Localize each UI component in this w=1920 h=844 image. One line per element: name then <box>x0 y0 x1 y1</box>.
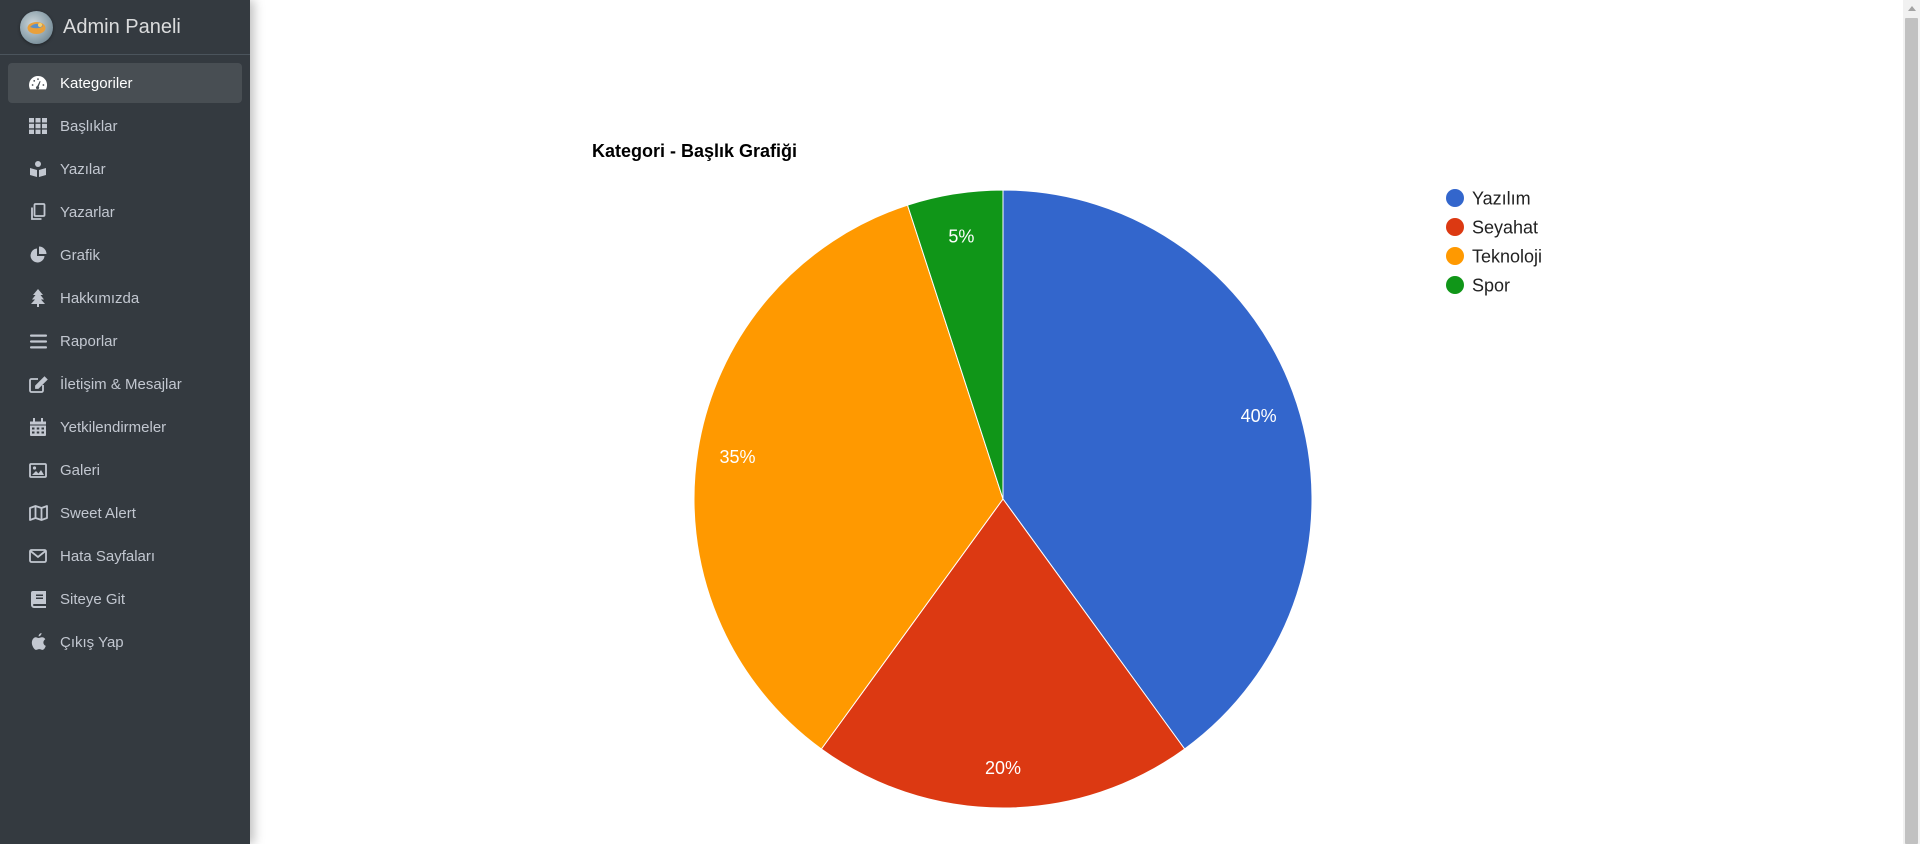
sidebar-item-hakkimizda[interactable]: Hakkımızda <box>8 278 242 318</box>
pie-slice-1[interactable] <box>820 498 1186 809</box>
dashboard-icon <box>28 74 48 92</box>
chart-legend[interactable]: Yazılım Seyahat Teknoloji Spor <box>1446 189 1542 296</box>
brand-link[interactable]: Admin Paneli <box>0 0 250 55</box>
sidebar-item-label: Grafik <box>60 246 101 264</box>
sidebar-item-yetkilendirmeler[interactable]: Yetkilendirmeler <box>8 407 242 447</box>
legend-swatch-1 <box>1446 218 1464 236</box>
sidebar-item-cikis-yap[interactable]: Çıkış Yap <box>8 622 242 662</box>
sidebar-item-label: Başlıklar <box>60 117 118 135</box>
legend-label-3: Spor <box>1472 276 1510 296</box>
pie-slice-0[interactable] <box>1002 189 1313 750</box>
sidebar-item-label: Galeri <box>60 461 101 479</box>
sidebar-item-yazilar[interactable]: Yazılar <box>8 149 242 189</box>
pie-slice-label-1: 20% <box>985 758 1021 778</box>
image-icon <box>28 461 48 479</box>
pie-slice-label-3: 5% <box>948 227 974 247</box>
sidebar-item-sweet-alert[interactable]: Sweet Alert <box>8 493 242 533</box>
brand-logo <box>20 10 53 44</box>
scroll-up-arrow-icon[interactable] <box>1903 0 1920 17</box>
pie-chart: Kategori - Başlık Grafiği 40% 20% 35% 5% Ya… <box>592 141 1542 809</box>
pie-slice-3[interactable] <box>906 189 1004 500</box>
legend-swatch-3 <box>1446 276 1464 294</box>
legend-item-2[interactable]: Teknoloji <box>1446 247 1542 267</box>
vertical-scrollbar[interactable] <box>1903 0 1920 844</box>
pie-slice-label-2: 35% <box>719 447 755 467</box>
sidebar-item-basliklar[interactable]: Başlıklar <box>8 106 242 146</box>
sidebar-item-label: Sweet Alert <box>60 504 136 522</box>
sidebar-nav: Kategoriler Başlıklar Yazılar Yazarlar G… <box>0 55 250 662</box>
legend-item-3[interactable]: Spor <box>1446 276 1510 296</box>
sidebar-item-iletisim[interactable]: İletişim & Mesajlar <box>8 364 242 404</box>
sidebar-item-label: İletişim & Mesajlar <box>60 375 182 393</box>
tree-icon <box>28 289 48 307</box>
legend-item-0[interactable]: Yazılım <box>1446 189 1531 209</box>
pie-labels: 40% 20% 35% 5% <box>719 227 1276 778</box>
sidebar: Admin Paneli Kategoriler Başlıklar Yazıl… <box>0 0 250 844</box>
calendar-icon <box>28 418 48 436</box>
pie-slices <box>693 189 1313 809</box>
grid-icon <box>28 117 48 135</box>
pie-slice-label-0: 40% <box>1241 406 1277 426</box>
pie-chart-icon <box>28 246 48 264</box>
sidebar-item-label: Raporlar <box>60 332 118 350</box>
legend-swatch-2 <box>1446 247 1464 265</box>
scrollbar-thumb[interactable] <box>1905 18 1918 844</box>
envelope-icon <box>28 547 48 565</box>
sidebar-item-yazarlar[interactable]: Yazarlar <box>8 192 242 232</box>
apple-icon <box>28 633 48 651</box>
legend-item-1[interactable]: Seyahat <box>1446 218 1538 238</box>
sidebar-item-label: Hata Sayfaları <box>60 547 156 565</box>
brand-title: Admin Paneli <box>63 15 181 38</box>
legend-swatch-0 <box>1446 189 1464 207</box>
bars-icon <box>28 332 48 350</box>
sidebar-item-grafik[interactable]: Grafik <box>8 235 242 275</box>
sidebar-item-label: Hakkımızda <box>60 289 140 307</box>
book-reader-icon <box>28 160 48 178</box>
sidebar-item-hata-sayfalari[interactable]: Hata Sayfaları <box>8 536 242 576</box>
legend-label-1: Seyahat <box>1472 218 1538 238</box>
sidebar-item-kategoriler[interactable]: Kategoriler <box>8 63 242 103</box>
sidebar-item-label: Yazılar <box>60 160 106 178</box>
sidebar-item-label: Siteye Git <box>60 590 126 608</box>
pie-slice-2[interactable] <box>693 204 1004 750</box>
legend-label-2: Teknoloji <box>1472 247 1542 267</box>
book-icon <box>28 590 48 608</box>
sidebar-item-siteye-git[interactable]: Siteye Git <box>8 579 242 619</box>
sidebar-item-galeri[interactable]: Galeri <box>8 450 242 490</box>
sidebar-item-label: Kategoriler <box>60 74 133 92</box>
chart-title: Kategori - Başlık Grafiği <box>592 141 797 161</box>
copy-icon <box>28 203 48 221</box>
map-icon <box>28 504 48 522</box>
sidebar-item-label: Yazarlar <box>60 203 115 221</box>
sidebar-item-label: Çıkış Yap <box>60 633 124 651</box>
legend-label-0: Yazılım <box>1472 189 1531 209</box>
sidebar-item-raporlar[interactable]: Raporlar <box>8 321 242 361</box>
sidebar-item-label: Yetkilendirmeler <box>60 418 167 436</box>
edit-icon <box>28 375 48 393</box>
